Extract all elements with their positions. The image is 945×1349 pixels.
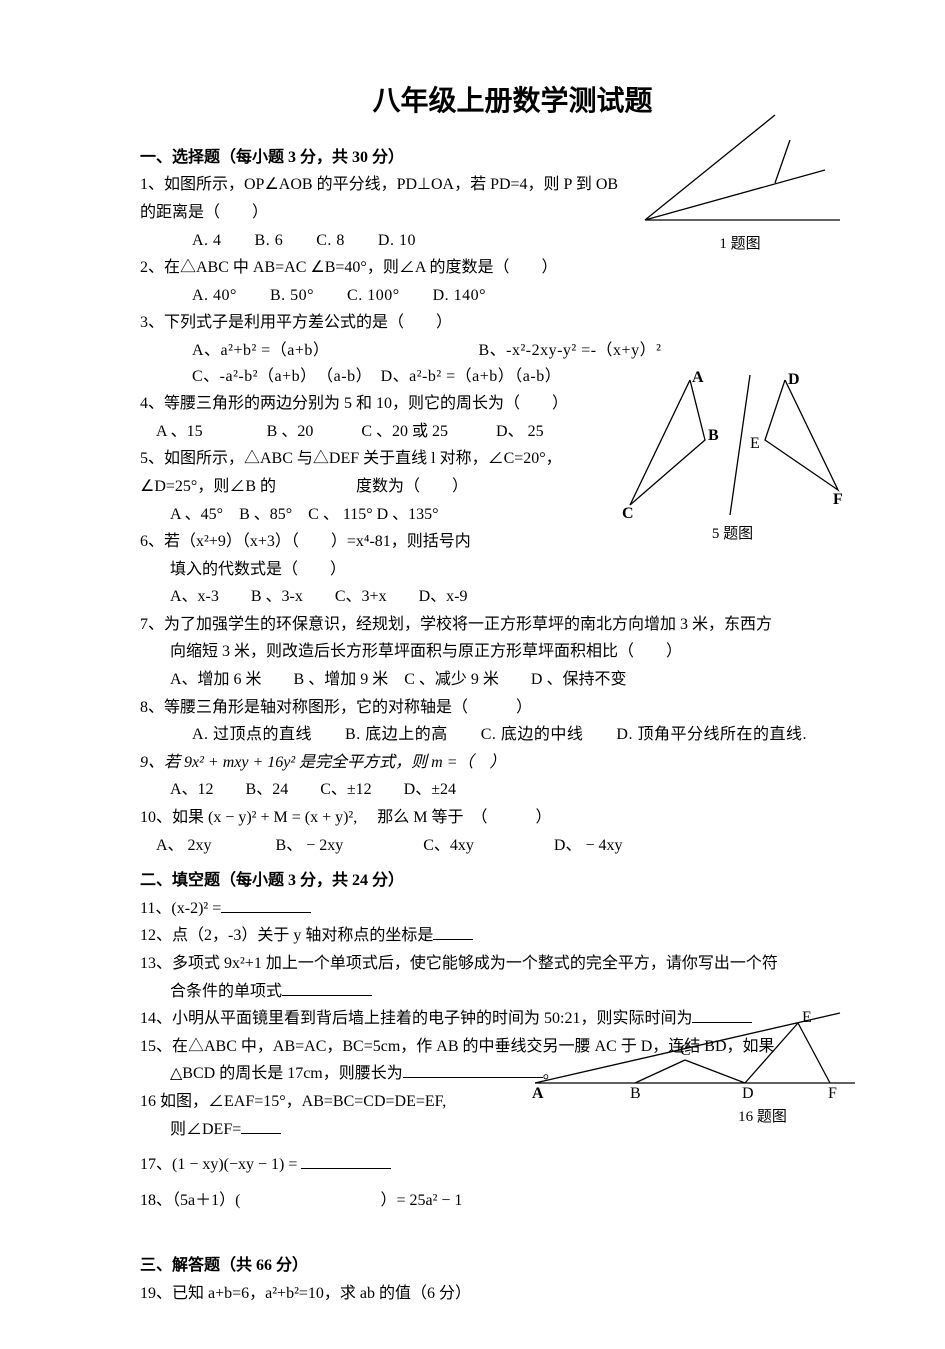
- q16b: 则∠DEF=: [170, 1117, 885, 1143]
- q6-text: 6、若（x²+9）（x+3）（ ）=x⁴-81，则括号内: [140, 529, 885, 555]
- q8-opts: A. 过顶点的直线 B. 底边上的高 C. 底边的中线 D. 顶角平分线所在的直…: [192, 722, 885, 748]
- q7-opts: A、增加 6 米 B 、增加 9 米 C 、减少 9 米 D 、保持不变: [170, 667, 885, 693]
- q9-opts: A、12 B、24 C、±12 D、±24: [170, 777, 885, 803]
- q9-text: 9、若 9x² + mxy + 16y² 是完全平方式，则 m =（ ）: [140, 750, 885, 776]
- q15b: △BCD 的周长是 17cm，则腰长为。: [170, 1061, 885, 1087]
- q10-text: 10、如果 (x − y)² + M = (x + y)², 那么 M 等于 （…: [140, 805, 885, 831]
- q5-text2: ∠D=25°，则∠B 的 度数为（ ）: [140, 474, 885, 500]
- q16a: 16 如图，∠EAF=15°，AB=BC=CD=DE=EF,: [140, 1089, 885, 1115]
- section2-heading: 二、填空题（每小题 3 分，共 24 分）: [140, 868, 885, 894]
- q1-text: 1、如图所示，OP∠AOB 的平分线，PD⊥OA，若 PD=4，则 P 到 OB: [140, 172, 885, 198]
- q10-opts: A、 2xy B、 − 2xy C、4xy D、 − 4xy: [156, 833, 885, 859]
- q3-optsAB: A、a²+b² =（a+b） B、-x²-2xy-y² =-（x+y）²: [192, 338, 885, 364]
- q5-opts: A 、45° B 、85° C 、 115° D 、135°: [170, 502, 885, 528]
- q2-opts: A. 40° B. 50° C. 100° D. 140°: [192, 283, 885, 309]
- q3-text: 3、下列式子是利用平方差公式的是（ ）: [140, 310, 885, 336]
- section3-heading: 三、解答题（共 66 分）: [140, 1253, 885, 1279]
- q7-text: 7、为了加强学生的环保意识，经规划，学校将一正方形草坪的南北方向增加 3 米，东…: [140, 612, 885, 638]
- q18: 18、（5a＋1）(）= 25a² − 1: [140, 1188, 885, 1214]
- q17: 17、(1 − xy)(−xy − 1) =: [140, 1152, 885, 1178]
- q12: 12、点（2，-3）关于 y 轴对称点的坐标是: [140, 923, 885, 949]
- q3-optA: A、a²+b² =（a+b）: [192, 342, 329, 359]
- q6-text2: 填入的代数式是（ ）: [170, 557, 885, 583]
- q2-text: 2、在△ABC 中 AB=AC ∠B=40°，则∠A 的度数是（ ）: [140, 255, 885, 281]
- svg-text:D: D: [788, 371, 800, 388]
- fig1-caption: 1 题图: [635, 232, 845, 256]
- q11: 11、(x-2)² =: [140, 896, 885, 922]
- svg-text:E: E: [802, 1009, 812, 1026]
- q13a: 13、多项式 9x²+1 加上一个单项式后，使它能够成为一个整式的完全平方，请你…: [140, 951, 885, 977]
- q1-text2: 的距离是（ ）: [140, 200, 885, 226]
- q3-optB: B、-x²-2xy-y² =-（x+y）²: [478, 342, 661, 359]
- q6-opts: A、x-3 B 、3-x C、3+x D、x-9: [170, 584, 885, 610]
- q4-text: 4、等腰三角形的两边分别为 5 和 10，则它的周长为（ ）: [140, 391, 885, 417]
- q15a: 15、在△ABC 中，AB=AC，BC=5cm，作 AB 的中垂线交另一腰 AC…: [140, 1034, 885, 1060]
- q4-opts: A 、15 B 、20 C 、20 或 25 D、 25: [156, 419, 885, 445]
- q19: 19、已知 a+b=6，a²+b²=10，求 ab 的值（6 分）: [140, 1281, 885, 1307]
- q7-text2: 向缩短 3 米，则改造后长方形草坪面积与原正方形草坪面积相比（ ）: [170, 639, 885, 665]
- svg-text:A: A: [692, 370, 704, 386]
- q13b: 合条件的单项式: [170, 979, 885, 1005]
- q5-text: 5、如图所示，△ABC 与△DEF 关于直线 l 对称，∠C=20°，: [140, 446, 885, 472]
- q8-text: 8、等腰三角形是轴对称图形，它的对称轴是（ ）: [140, 695, 885, 721]
